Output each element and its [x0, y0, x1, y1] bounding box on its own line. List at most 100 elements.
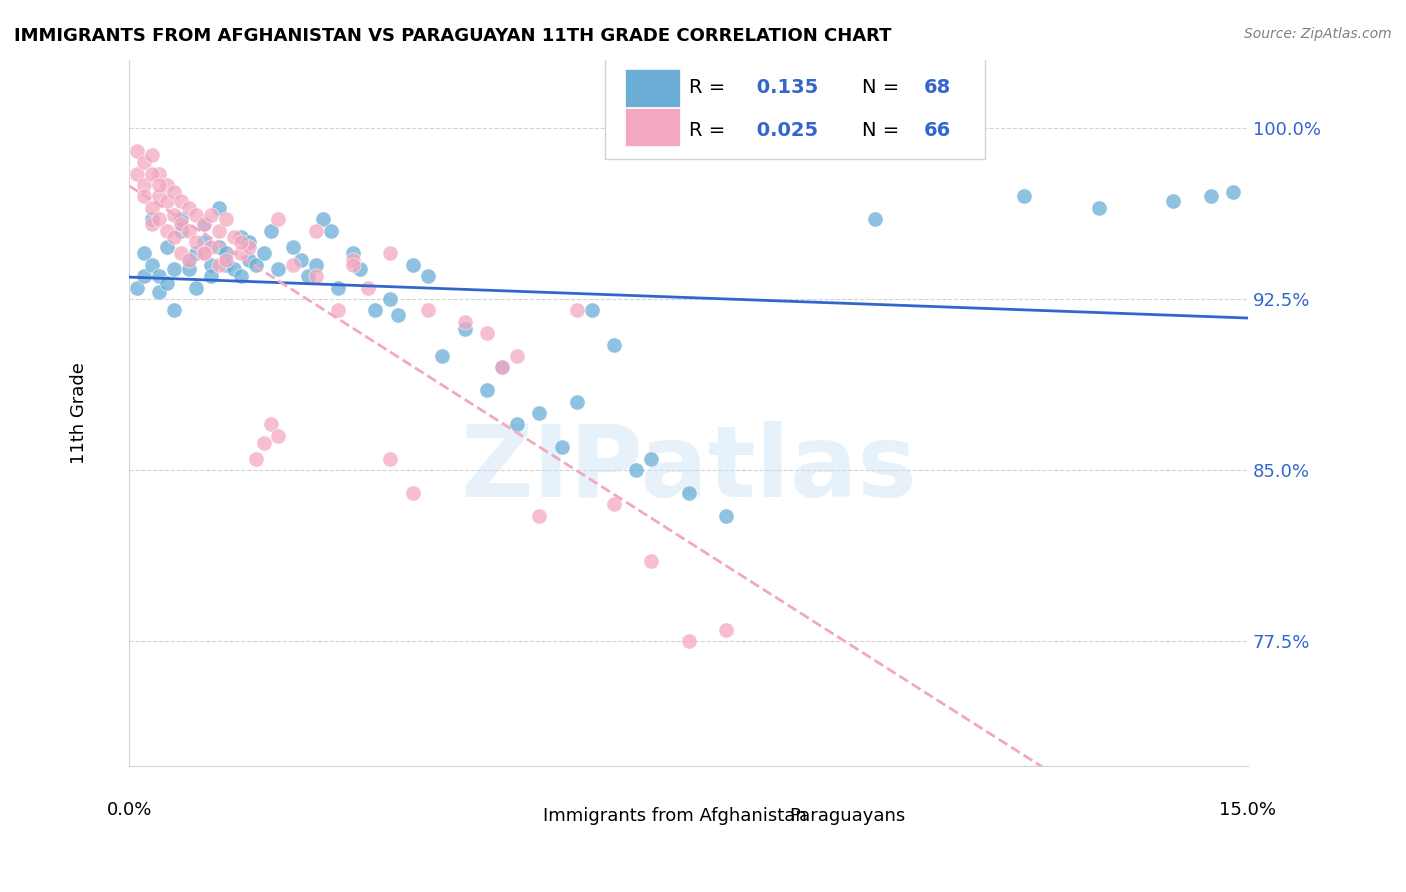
Point [177, 262, 200, 277]
Point [177, 253, 200, 268]
Point [326, 280, 349, 294]
Point [401, 258, 423, 272]
Point [186, 246, 208, 260]
Point [193, 246, 215, 260]
Point [432, 349, 454, 363]
Point [491, 360, 513, 375]
Point [342, 253, 364, 268]
Point [714, 508, 737, 523]
Point [177, 201, 200, 215]
Point [222, 230, 245, 244]
Point [141, 258, 163, 272]
Point [163, 208, 186, 222]
Point [529, 406, 551, 420]
Point [416, 269, 439, 284]
Point [305, 269, 328, 284]
Point [134, 189, 156, 203]
Point [529, 508, 551, 523]
Point [134, 269, 156, 284]
Point [454, 315, 477, 329]
Text: Paraguayans: Paraguayans [789, 807, 905, 825]
Point [134, 246, 156, 260]
Point [477, 326, 499, 341]
Point [863, 212, 886, 227]
Text: IMMIGRANTS FROM AFGHANISTAN VS PARAGUAYAN 11TH GRADE CORRELATION CHART: IMMIGRANTS FROM AFGHANISTAN VS PARAGUAYA… [14, 27, 891, 45]
Point [305, 258, 328, 272]
Point [491, 360, 513, 375]
Point [678, 485, 700, 500]
FancyBboxPatch shape [624, 69, 679, 107]
Point [200, 269, 222, 284]
Point [208, 258, 231, 272]
Point [252, 246, 274, 260]
Point [155, 178, 177, 192]
Point [401, 485, 423, 500]
Point [125, 144, 148, 158]
Point [380, 246, 402, 260]
Point [186, 280, 208, 294]
Text: 0.0%: 0.0% [107, 801, 152, 819]
Point [200, 239, 222, 253]
Point [1012, 189, 1035, 203]
Point [193, 246, 215, 260]
Point [1199, 189, 1222, 203]
Point [163, 303, 186, 318]
Point [380, 292, 402, 306]
Point [193, 235, 215, 249]
Point [134, 178, 156, 192]
FancyBboxPatch shape [605, 53, 986, 159]
Point [714, 623, 737, 637]
Text: 66: 66 [924, 120, 950, 140]
Point [1222, 185, 1244, 199]
Point [163, 185, 186, 199]
Point [170, 224, 193, 238]
Point [193, 217, 215, 231]
Point [148, 269, 170, 284]
Point [506, 417, 529, 432]
Point [1087, 201, 1109, 215]
Point [267, 212, 290, 227]
Point [148, 212, 170, 227]
Text: R =: R = [689, 78, 731, 97]
Point [260, 417, 283, 432]
Point [170, 212, 193, 227]
Text: N =: N = [862, 78, 905, 97]
Point [603, 497, 626, 511]
Point [267, 429, 290, 443]
Point [215, 253, 238, 268]
Point [305, 224, 328, 238]
Point [357, 280, 380, 294]
Point [222, 262, 245, 277]
Point [155, 239, 177, 253]
Point [134, 155, 156, 169]
Text: 0.025: 0.025 [749, 120, 818, 140]
Point [177, 224, 200, 238]
Text: R =: R = [689, 120, 731, 140]
Point [215, 212, 238, 227]
Point [565, 303, 588, 318]
Point [170, 194, 193, 208]
Point [200, 208, 222, 222]
Point [155, 224, 177, 238]
Point [581, 303, 603, 318]
Point [170, 246, 193, 260]
Point [231, 235, 253, 249]
Point [141, 217, 163, 231]
Point [125, 167, 148, 181]
Point [200, 258, 222, 272]
Point [290, 253, 312, 268]
Point [186, 235, 208, 249]
Point [177, 253, 200, 268]
Point [208, 239, 231, 253]
Point [208, 224, 231, 238]
Point [141, 201, 163, 215]
Point [380, 451, 402, 466]
FancyBboxPatch shape [624, 108, 679, 145]
Point [141, 212, 163, 227]
Point [565, 394, 588, 409]
Point [125, 280, 148, 294]
Point [297, 269, 319, 284]
FancyBboxPatch shape [737, 800, 786, 835]
Point [387, 308, 409, 322]
Point [245, 258, 267, 272]
